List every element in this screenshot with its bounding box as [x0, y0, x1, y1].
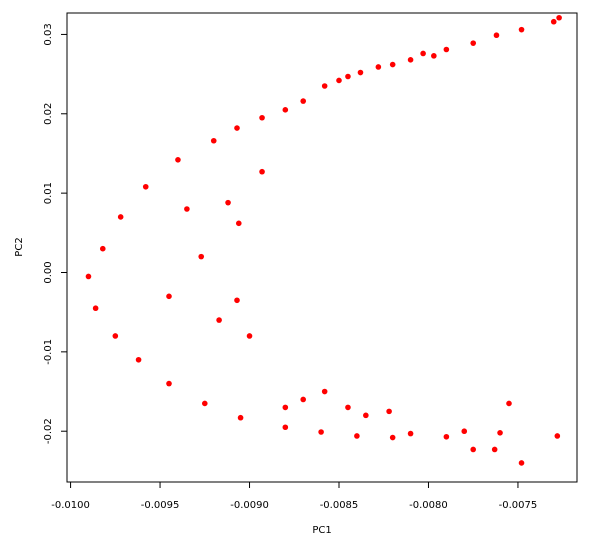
data-point	[142, 183, 149, 190]
data-point	[318, 429, 324, 435]
data-point	[363, 412, 369, 419]
data-point	[321, 83, 328, 89]
data-point	[470, 446, 477, 453]
data-point	[389, 434, 396, 441]
data-point	[506, 400, 512, 407]
x-tick-label: -0.0095	[141, 500, 180, 511]
data-point	[198, 253, 205, 260]
y-tick-label: 0.02	[43, 103, 54, 125]
data-point	[235, 220, 242, 227]
data-point	[166, 380, 172, 387]
y-tick-label: -0.02	[43, 418, 54, 444]
data-point	[201, 400, 208, 407]
x-tick-label: -0.0100	[51, 500, 90, 511]
data-point	[491, 446, 498, 453]
x-tick-label: -0.0080	[409, 500, 448, 511]
data-point	[175, 157, 181, 163]
data-point	[92, 305, 99, 312]
data-point	[321, 388, 328, 395]
data-point	[518, 26, 525, 33]
data-point	[420, 50, 426, 57]
data-point	[357, 69, 364, 76]
data-point	[85, 273, 92, 280]
data-point	[345, 404, 351, 411]
data-point	[237, 414, 244, 421]
points-layer	[85, 14, 562, 466]
data-point	[259, 114, 265, 121]
data-point	[246, 333, 253, 339]
x-axis: -0.0100 -0.0095 -0.0090 -0.0085 -0.0080 -0.00…	[51, 482, 537, 511]
y-axis-label: PC2	[14, 237, 25, 256]
data-point	[282, 424, 289, 431]
data-point	[470, 40, 477, 46]
data-point	[135, 356, 142, 363]
data-point	[493, 32, 500, 39]
x-tick-label: -0.0085	[320, 500, 359, 511]
data-point	[407, 430, 414, 437]
y-tick-label: 0.00	[43, 261, 54, 283]
data-point	[431, 53, 437, 59]
data-point	[282, 107, 289, 113]
data-point	[407, 57, 414, 63]
data-point	[225, 199, 231, 206]
data-point	[112, 333, 119, 339]
y-tick-label: -0.01	[43, 339, 54, 365]
data-point	[234, 125, 240, 131]
y-tick-label: 0.03	[43, 23, 54, 45]
data-point	[300, 98, 307, 104]
x-tick-label: -0.0075	[499, 500, 538, 511]
data-point	[336, 77, 342, 84]
data-point	[210, 137, 217, 144]
y-axis: -0.02 -0.01 0.00 0.01 0.02 0.03	[43, 23, 67, 444]
data-point	[300, 396, 307, 403]
data-point	[234, 297, 240, 304]
data-point	[99, 245, 106, 252]
data-point	[375, 64, 382, 70]
y-tick-label: 0.01	[43, 182, 54, 204]
data-point	[216, 317, 222, 323]
data-point	[443, 46, 450, 53]
data-point	[554, 433, 561, 439]
data-point	[117, 214, 124, 220]
data-point	[389, 61, 396, 68]
data-point	[345, 73, 351, 80]
data-point	[518, 460, 525, 466]
data-point	[184, 206, 190, 212]
data-point	[443, 433, 450, 440]
plot-frame	[66, 12, 578, 483]
x-axis-label: PC1	[312, 525, 331, 536]
x-tick-label: -0.0090	[230, 500, 269, 511]
data-point	[550, 18, 557, 25]
data-point	[386, 408, 392, 415]
data-point	[461, 428, 468, 435]
data-point	[166, 293, 172, 300]
data-point	[354, 433, 360, 439]
data-point	[282, 404, 289, 411]
data-point	[556, 14, 562, 21]
data-point	[259, 168, 265, 175]
data-point	[497, 430, 503, 436]
